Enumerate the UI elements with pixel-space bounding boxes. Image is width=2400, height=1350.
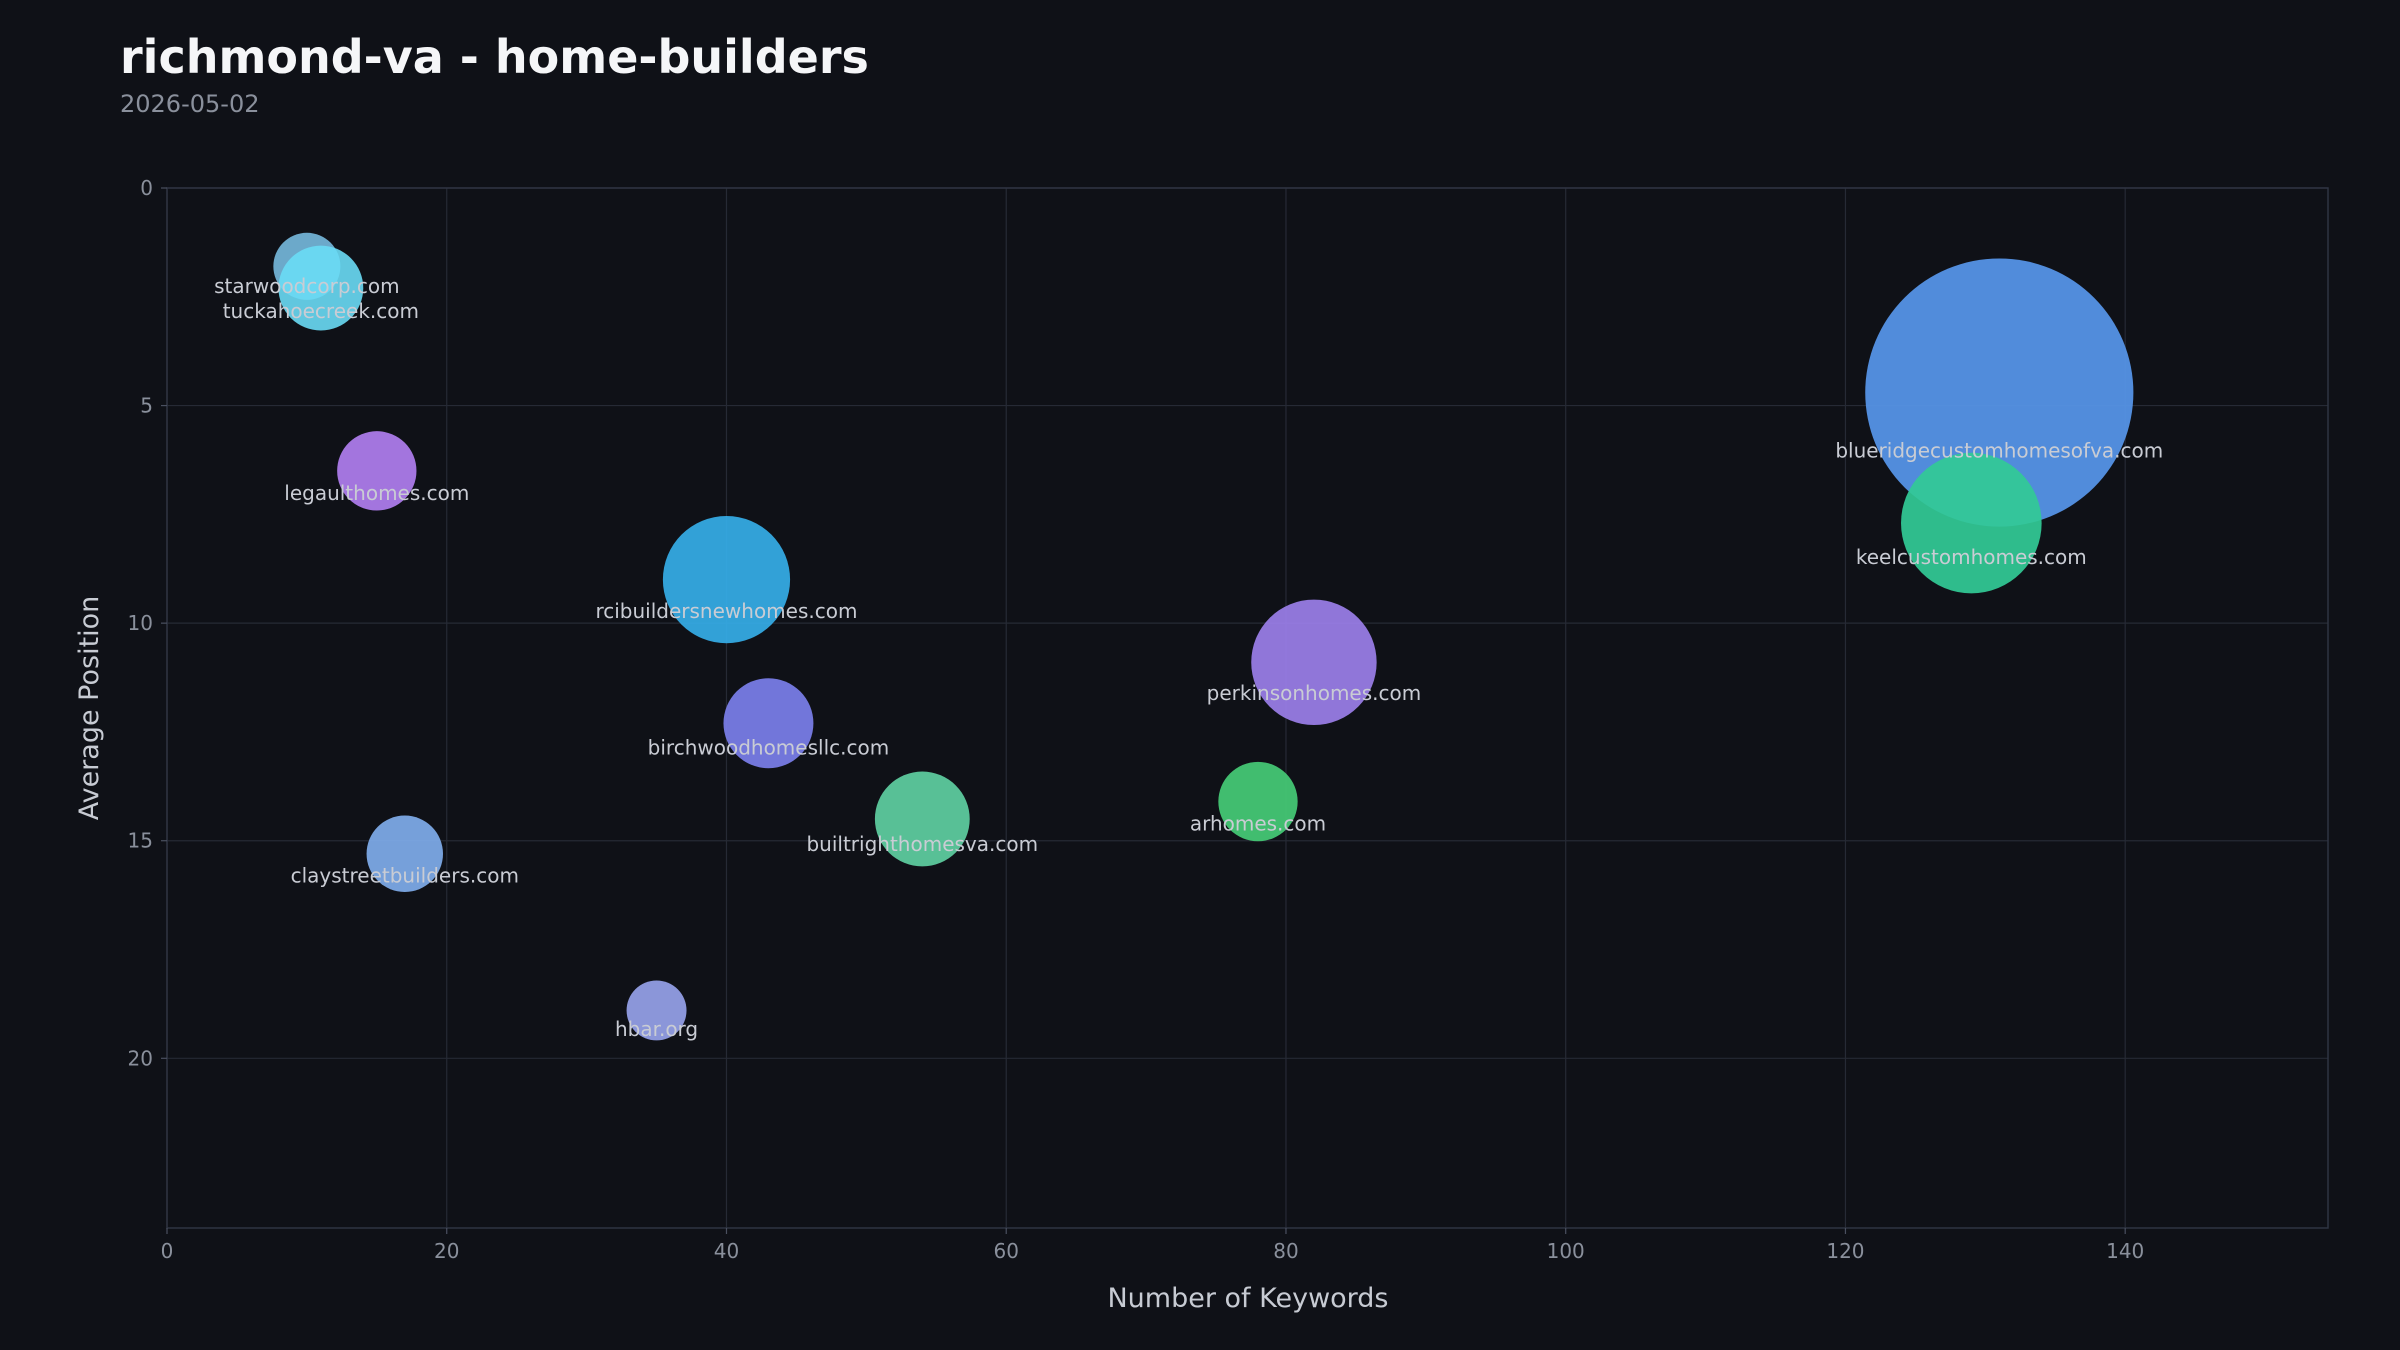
bubble-point: [1901, 452, 2042, 594]
chart-date: 2026-05-02: [120, 90, 260, 118]
bubble-label: builtrighthomesva.com: [806, 832, 1038, 856]
bubble-point: [1251, 599, 1377, 726]
tick-layer: 0 20 40 60 80 100 120 140 0 5 10 15 20: [128, 176, 2145, 1263]
bubble-point: [337, 431, 417, 511]
x-tick-label: 60: [993, 1239, 1018, 1263]
bubble-point: [1218, 761, 1298, 842]
x-tick-label: 100: [1547, 1239, 1585, 1263]
bubble-label: tuckahoecreek.com: [223, 299, 419, 323]
x-tick-label: 80: [1273, 1239, 1298, 1263]
bubble-label: perkinsonhomes.com: [1207, 681, 1422, 705]
bubble-point: [723, 678, 814, 769]
bubble-label: hbar.org: [615, 1017, 698, 1041]
bubble-point: [366, 815, 443, 892]
grid-layer: [166, 187, 2328, 1228]
y-tick-label: 20: [128, 1046, 153, 1070]
y-tick-label: 15: [128, 829, 153, 853]
bubble-label: arhomes.com: [1190, 812, 1326, 836]
x-tick-label: 40: [714, 1239, 739, 1263]
x-axis-label: Number of Keywords: [1107, 1283, 1388, 1314]
bubble-label: starwoodcorp.com: [214, 274, 400, 298]
chart-title: richmond-va - home-builders: [120, 30, 869, 84]
bubble-layer: [273, 232, 2134, 1041]
bubble-label: keelcustomhomes.com: [1856, 545, 2087, 569]
x-tick-label: 0: [161, 1239, 174, 1263]
bubble-label: rcibuildersnewhomes.com: [595, 599, 857, 623]
x-tick-label: 120: [1826, 1239, 1864, 1263]
bubble-label: blueridgecustomhomesofva.com: [1835, 438, 2163, 462]
bubble-point: [1865, 258, 2134, 527]
bubble-point: [874, 771, 970, 867]
y-tick-label: 0: [140, 176, 153, 200]
bubble-point: [278, 245, 364, 331]
x-tick-label: 20: [434, 1239, 459, 1263]
y-tick-label: 10: [128, 611, 153, 635]
bubble-point: [626, 980, 687, 1041]
y-axis-label: Average Position: [74, 596, 105, 821]
bubble-label: legaulthomes.com: [284, 481, 469, 505]
x-tick-label: 140: [2106, 1239, 2144, 1263]
bubble-point: [662, 516, 791, 644]
y-tick-label: 5: [140, 394, 153, 418]
bubble-label: birchwoodhomesllc.com: [648, 735, 890, 759]
plot-frame: [166, 187, 2329, 1229]
bubble-label: claystreetbuilders.com: [291, 863, 519, 887]
